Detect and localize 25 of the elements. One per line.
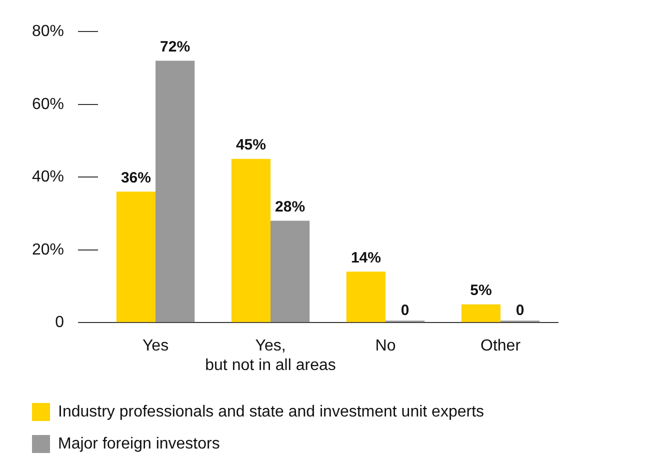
y-tick-label: 0 — [55, 314, 64, 332]
data-label: 0 — [516, 302, 524, 320]
data-label: 72% — [160, 38, 190, 56]
data-label: 45% — [236, 136, 266, 154]
x-tick-label: Other — [480, 338, 522, 355]
legend-label: Major foreign investors — [58, 435, 220, 452]
bar — [231, 158, 271, 322]
data-label: 14% — [350, 249, 381, 266]
data-label: 28% — [275, 198, 306, 216]
y-tick-label: 40% — [32, 168, 64, 186]
data-label: 5% — [470, 282, 492, 300]
y-tick-label: 20% — [32, 241, 64, 258]
bar — [156, 60, 195, 322]
data-label: 36% — [120, 169, 151, 186]
x-tick-label: Yes, but not in all areas — [205, 338, 336, 374]
data-label: 0 — [400, 302, 410, 320]
legend-label: Industry professionals and state and investment unit experts — [58, 403, 484, 420]
bar — [116, 192, 156, 322]
x-tick-label: No — [375, 338, 396, 355]
y-tick-label: 80% — [32, 23, 64, 40]
bar — [461, 304, 501, 322]
bar — [346, 272, 386, 322]
y-tick-label: 60% — [32, 96, 64, 113]
bar — [270, 220, 310, 322]
x-tick-label: Yes — [142, 338, 169, 355]
